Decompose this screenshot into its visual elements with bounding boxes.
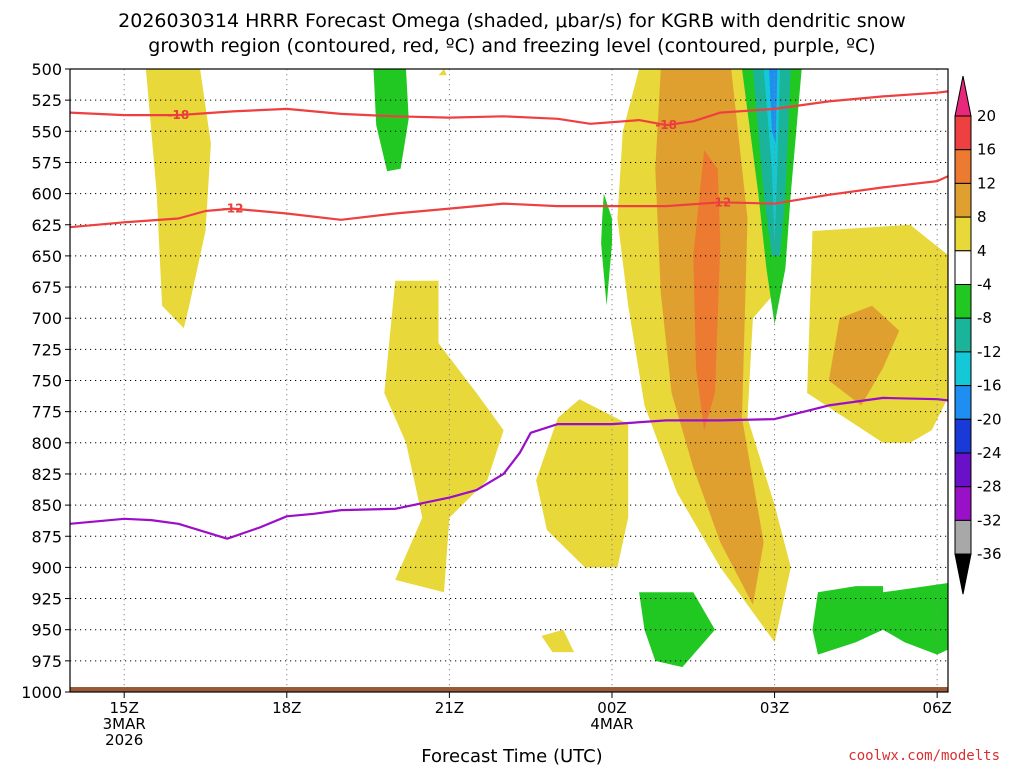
y-tick-label-1000: 1000 <box>21 683 62 702</box>
colorbar-swatch-1 <box>954 115 972 151</box>
x-axis-title: Forecast Time (UTC) <box>421 746 603 767</box>
colorbar-swatch-2 <box>954 149 972 184</box>
colorbar-label-7: -12 <box>977 343 1002 361</box>
contour-label-0-0: -18 <box>168 108 190 122</box>
omega-region-16 <box>975 69 980 75</box>
colorbar-label-9: -20 <box>977 410 1002 428</box>
y-tick-label-825: 825 <box>31 465 62 484</box>
colorbar: 20 16 12 8 4 -4 -8 -12 -16 -20 -24 -28 -32 -36 <box>954 75 1002 595</box>
y-tick-label-625: 625 <box>31 216 62 235</box>
x-tick-label-15-0: 06Z <box>922 699 951 717</box>
colorbar-label-5: -4 <box>977 276 992 294</box>
colorbar-swatch-8 <box>954 351 972 387</box>
x-tick-label-12-0: 03Z <box>760 699 789 717</box>
colorbar-swatch-5 <box>954 250 972 286</box>
omega-region-0 <box>145 69 211 329</box>
y-tick-label-950: 950 <box>31 621 62 640</box>
omega-region-4 <box>536 399 629 568</box>
omega-region-1 <box>373 69 409 172</box>
colorbar-label-4: 4 <box>977 242 987 260</box>
colorbar-swatch-7 <box>954 317 972 353</box>
colorbar-swatch-3 <box>954 182 972 218</box>
colorbar-label-6: -8 <box>977 309 992 327</box>
contour-label-1-1: -12 <box>710 195 732 209</box>
y-tick-label-975: 975 <box>31 652 62 671</box>
omega-region-10 <box>693 150 721 431</box>
colorbar-label-1: 16 <box>977 141 996 159</box>
x-tick-label-6-0: 21Z <box>435 699 464 717</box>
omega-region-17 <box>639 592 715 668</box>
contour-line-0 <box>70 90 948 127</box>
x-tick-label-0-1: 3MAR <box>103 715 146 733</box>
omega-region-5 <box>541 629 574 653</box>
omega-shading <box>145 69 980 668</box>
omega-region-3 <box>384 280 504 593</box>
x-tick-label-9-0: 00Z <box>597 699 626 717</box>
y-tick-label-850: 850 <box>31 496 62 515</box>
colorbar-label-10: -24 <box>977 444 1002 462</box>
y-tick-label-575: 575 <box>31 153 62 172</box>
x-tick-label-0-0: 15Z <box>110 699 139 717</box>
y-tick-label-800: 800 <box>31 434 62 453</box>
contour-line-2 <box>70 396 948 540</box>
contour-lines: -18 -18 -12 -12 <box>70 90 948 540</box>
colorbar-label-11: -28 <box>977 478 1002 496</box>
y-tick-label-925: 925 <box>31 590 62 609</box>
x-tick-label-0-2: 2026 <box>105 731 143 749</box>
colorbar-label-13: -36 <box>977 545 1002 563</box>
colorbar-swatch-6 <box>954 284 972 319</box>
colorbar-label-2: 12 <box>977 174 996 192</box>
y-tick-label-525: 525 <box>31 91 62 110</box>
omega-region-18 <box>812 583 948 655</box>
omega-region-14 <box>769 69 778 144</box>
colorbar-swatch-12 <box>954 486 972 521</box>
colorbar-swatch-13 <box>954 519 972 555</box>
ground-strip <box>70 687 948 692</box>
credit-link[interactable]: coolwx.com/modelts <box>848 748 1000 764</box>
omega-region-15 <box>601 193 612 306</box>
chart-title-line1: 2026030314 HRRR Forecast Omega (shaded, … <box>118 10 906 32</box>
y-tick-label-675: 675 <box>31 278 62 297</box>
omega-region-2 <box>438 69 447 76</box>
y-tick-label-650: 650 <box>31 247 62 266</box>
omega-region-9 <box>828 305 900 406</box>
colorbar-swatch-11 <box>954 452 972 488</box>
contour-label-1-0: -12 <box>222 202 244 216</box>
y-tick-label-550: 550 <box>31 122 62 141</box>
y-tick-label-900: 900 <box>31 558 62 577</box>
y-axis: 500 525 550 575 600 625 650 675 700 725 750 775 800 8… <box>21 60 70 702</box>
y-tick-label-725: 725 <box>31 340 62 359</box>
y-tick-label-600: 600 <box>31 185 62 204</box>
colorbar-bottom-arrow <box>954 553 972 595</box>
colorbar-swatch-4 <box>954 216 972 252</box>
contour-line-1 <box>70 175 948 229</box>
colorbar-label-3: 8 <box>977 208 987 226</box>
colorbar-top-arrow <box>954 75 972 117</box>
contour-label-0-1: -18 <box>655 118 677 132</box>
x-tick-label-3-0: 18Z <box>272 699 301 717</box>
y-tick-label-700: 700 <box>31 309 62 328</box>
colorbar-swatch-10 <box>954 418 972 454</box>
x-tick-label-9-1: 4MAR <box>590 715 633 733</box>
y-tick-label-750: 750 <box>31 372 62 391</box>
chart-title-line2: growth region (contoured, red, ºC) and f… <box>148 35 876 57</box>
y-tick-label-775: 775 <box>31 403 62 422</box>
colorbar-swatch-9 <box>954 385 972 420</box>
colorbar-label-8: -16 <box>977 377 1002 395</box>
y-tick-label-875: 875 <box>31 527 62 546</box>
y-tick-label-500: 500 <box>31 60 62 79</box>
colorbar-label-12: -32 <box>977 511 1002 529</box>
colorbar-label-0: 20 <box>977 107 996 125</box>
